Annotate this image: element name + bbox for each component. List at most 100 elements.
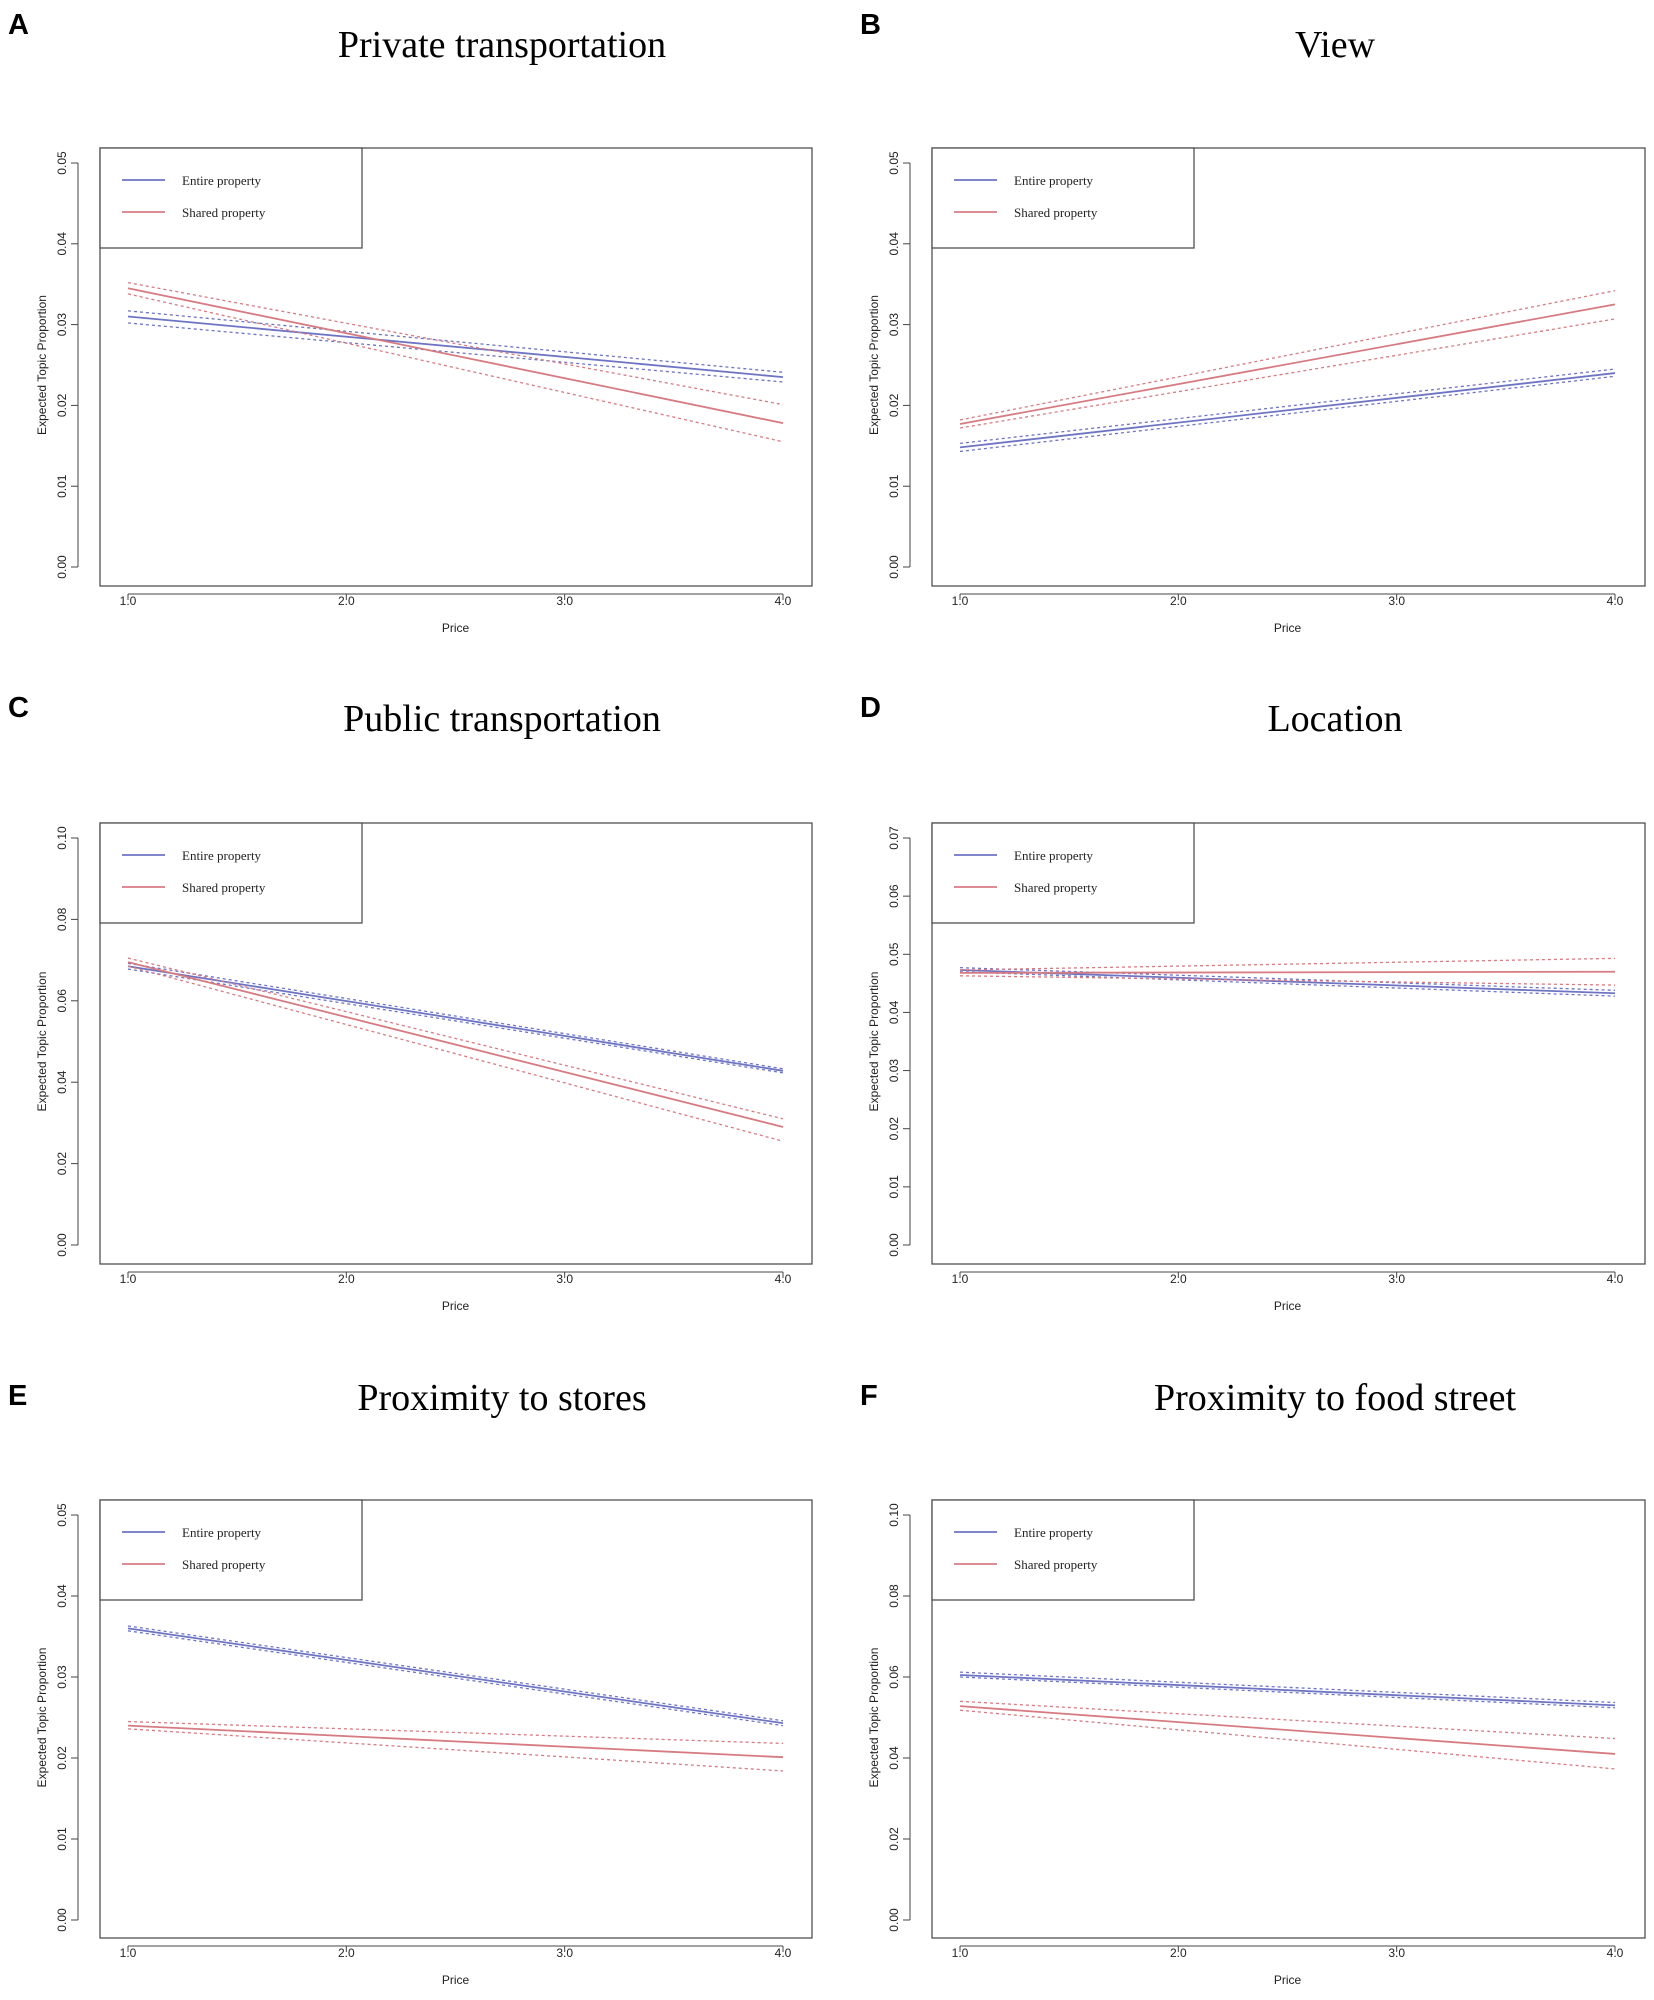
series-entire-lower-ci [127, 322, 784, 383]
panel-letter: E [8, 1380, 27, 1412]
plot-frame [931, 1499, 1646, 1939]
y-axis-label: Expected Topic Proportion [35, 1648, 49, 1788]
y-tick-label: 0.05 [55, 1503, 69, 1527]
y-tick-label: 0.01 [55, 474, 69, 498]
y-tick-label: 0.05 [887, 942, 901, 966]
plot-frame [931, 822, 1646, 1265]
series-entire-upper-ci [959, 1671, 1616, 1704]
x-tick-label: 2.0 [338, 1272, 355, 1286]
series-entire-upper-ci [959, 368, 1616, 445]
x-tick-label: 1.0 [120, 1946, 137, 1960]
series-entire-line [127, 1627, 784, 1725]
x-axis-label: Price [1274, 1973, 1302, 1987]
legend-label-entire: Entire property [1014, 173, 1094, 188]
y-tick-label: 0.04 [55, 232, 69, 256]
y-axis-label: Expected Topic Proportion [35, 295, 49, 435]
x-tick-label: 4.0 [775, 594, 792, 608]
series-shared-lower-ci [127, 1728, 784, 1772]
series-entire-lower-ci [959, 971, 1616, 997]
series-shared-lower-ci [959, 318, 1616, 429]
panel-f: F Proximity to food street 0.00 0.02 0.04 0.0… [860, 1377, 1646, 1987]
y-tick-label: 0.08 [887, 1584, 901, 1608]
y-axis-label: Expected Topic Proportion [867, 1648, 881, 1788]
series-shared-lower-ci [127, 293, 784, 443]
panel-e: E Proximity to stores 0.00 0.01 0.02 0.03 0.04… [8, 1377, 813, 1987]
chart-title: View [1295, 24, 1376, 66]
y-tick-label: 0.02 [55, 1152, 69, 1176]
x-axis-label: Price [1274, 1299, 1302, 1313]
y-tick-label: 0.04 [887, 232, 901, 256]
y-tick-label: 0.00 [55, 1233, 69, 1257]
y-tick-label: 0.01 [55, 1827, 69, 1851]
y-tick-label: 0.03 [55, 313, 69, 337]
x-tick-label: 3.0 [1388, 594, 1405, 608]
series-shared-line [959, 303, 1616, 425]
legend-label-entire: Entire property [182, 173, 262, 188]
y-axis-label: Expected Topic Proportion [867, 972, 881, 1112]
series-shared-upper-ci [127, 957, 784, 1120]
x-tick-label: 3.0 [1388, 1946, 1405, 1960]
x-tick-label: 2.0 [338, 1946, 355, 1960]
series-entire-lower-ci [127, 968, 784, 1074]
x-tick-label: 4.0 [1607, 1272, 1624, 1286]
y-tick-label: 0.06 [55, 989, 69, 1013]
series-entire-lower-ci [127, 1630, 784, 1727]
x-tick-label: 3.0 [1388, 1272, 1405, 1286]
y-tick-label: 0.10 [887, 1503, 901, 1527]
panel-b: B View 0.00 0.01 0.02 0.03 0.04 0.05 Expected To… [860, 9, 1646, 635]
x-tick-label: 4.0 [1607, 1946, 1624, 1960]
y-tick-label: 0.02 [55, 393, 69, 417]
x-tick-label: 3.0 [556, 1946, 573, 1960]
x-tick-label: 2.0 [338, 594, 355, 608]
legend-label-shared: Shared property [1014, 1557, 1098, 1572]
legend-label-shared: Shared property [182, 1557, 266, 1572]
y-tick-label: 0.00 [887, 555, 901, 579]
chart-title: Private transportation [338, 24, 666, 66]
legend-label-entire: Entire property [1014, 848, 1094, 863]
series-shared-line [127, 287, 784, 425]
x-tick-label: 2.0 [1170, 1946, 1187, 1960]
y-tick-label: 0.00 [887, 1233, 901, 1257]
series-shared-line [959, 1705, 1616, 1755]
y-tick-label: 0.00 [55, 555, 69, 579]
x-axis-label: Price [442, 1299, 470, 1313]
chart-title: Proximity to stores [357, 1377, 646, 1419]
y-tick-label: 0.06 [887, 1665, 901, 1689]
y-tick-label: 0.02 [887, 393, 901, 417]
series-shared-upper-ci [959, 1700, 1616, 1740]
y-tick-label: 0.00 [887, 1908, 901, 1932]
legend-box [99, 1499, 363, 1601]
series-shared-line [127, 961, 784, 1128]
x-tick-label: 1.0 [952, 594, 969, 608]
panel-letter: C [8, 692, 29, 724]
series-shared-upper-ci [959, 290, 1616, 421]
series-shared-lower-ci [959, 975, 1616, 986]
legend-box [99, 147, 363, 249]
legend-box [931, 1499, 1195, 1601]
y-tick-label: 0.05 [887, 151, 901, 175]
panel-letter: A [8, 9, 29, 41]
y-axis-label: Expected Topic Proportion [867, 295, 881, 435]
x-tick-label: 1.0 [952, 1946, 969, 1960]
series-shared-lower-ci [959, 1709, 1616, 1770]
series-entire-upper-ci [959, 967, 1616, 991]
x-tick-label: 4.0 [1607, 594, 1624, 608]
y-tick-label: 0.01 [887, 474, 901, 498]
chart-title: Public transportation [343, 698, 661, 740]
legend-label-entire: Entire property [182, 1525, 262, 1540]
y-tick-label: 0.00 [55, 1908, 69, 1932]
y-tick-label: 0.03 [887, 1059, 901, 1083]
legend-box [931, 822, 1195, 924]
y-tick-label: 0.03 [887, 313, 901, 337]
y-tick-label: 0.04 [887, 1000, 901, 1024]
panel-c: C Public transportation 0.00 0.02 0.04 0.06 0.… [8, 692, 813, 1313]
panel-letter: D [860, 692, 881, 724]
legend-label-entire: Entire property [182, 848, 262, 863]
x-axis-label: Price [1274, 621, 1302, 635]
y-tick-label: 0.03 [55, 1665, 69, 1689]
panel-letter: F [860, 1380, 878, 1412]
series-entire-line [127, 965, 784, 1072]
y-tick-label: 0.04 [55, 1584, 69, 1608]
legend-box [931, 147, 1195, 249]
series-entire-upper-ci [127, 962, 784, 1070]
